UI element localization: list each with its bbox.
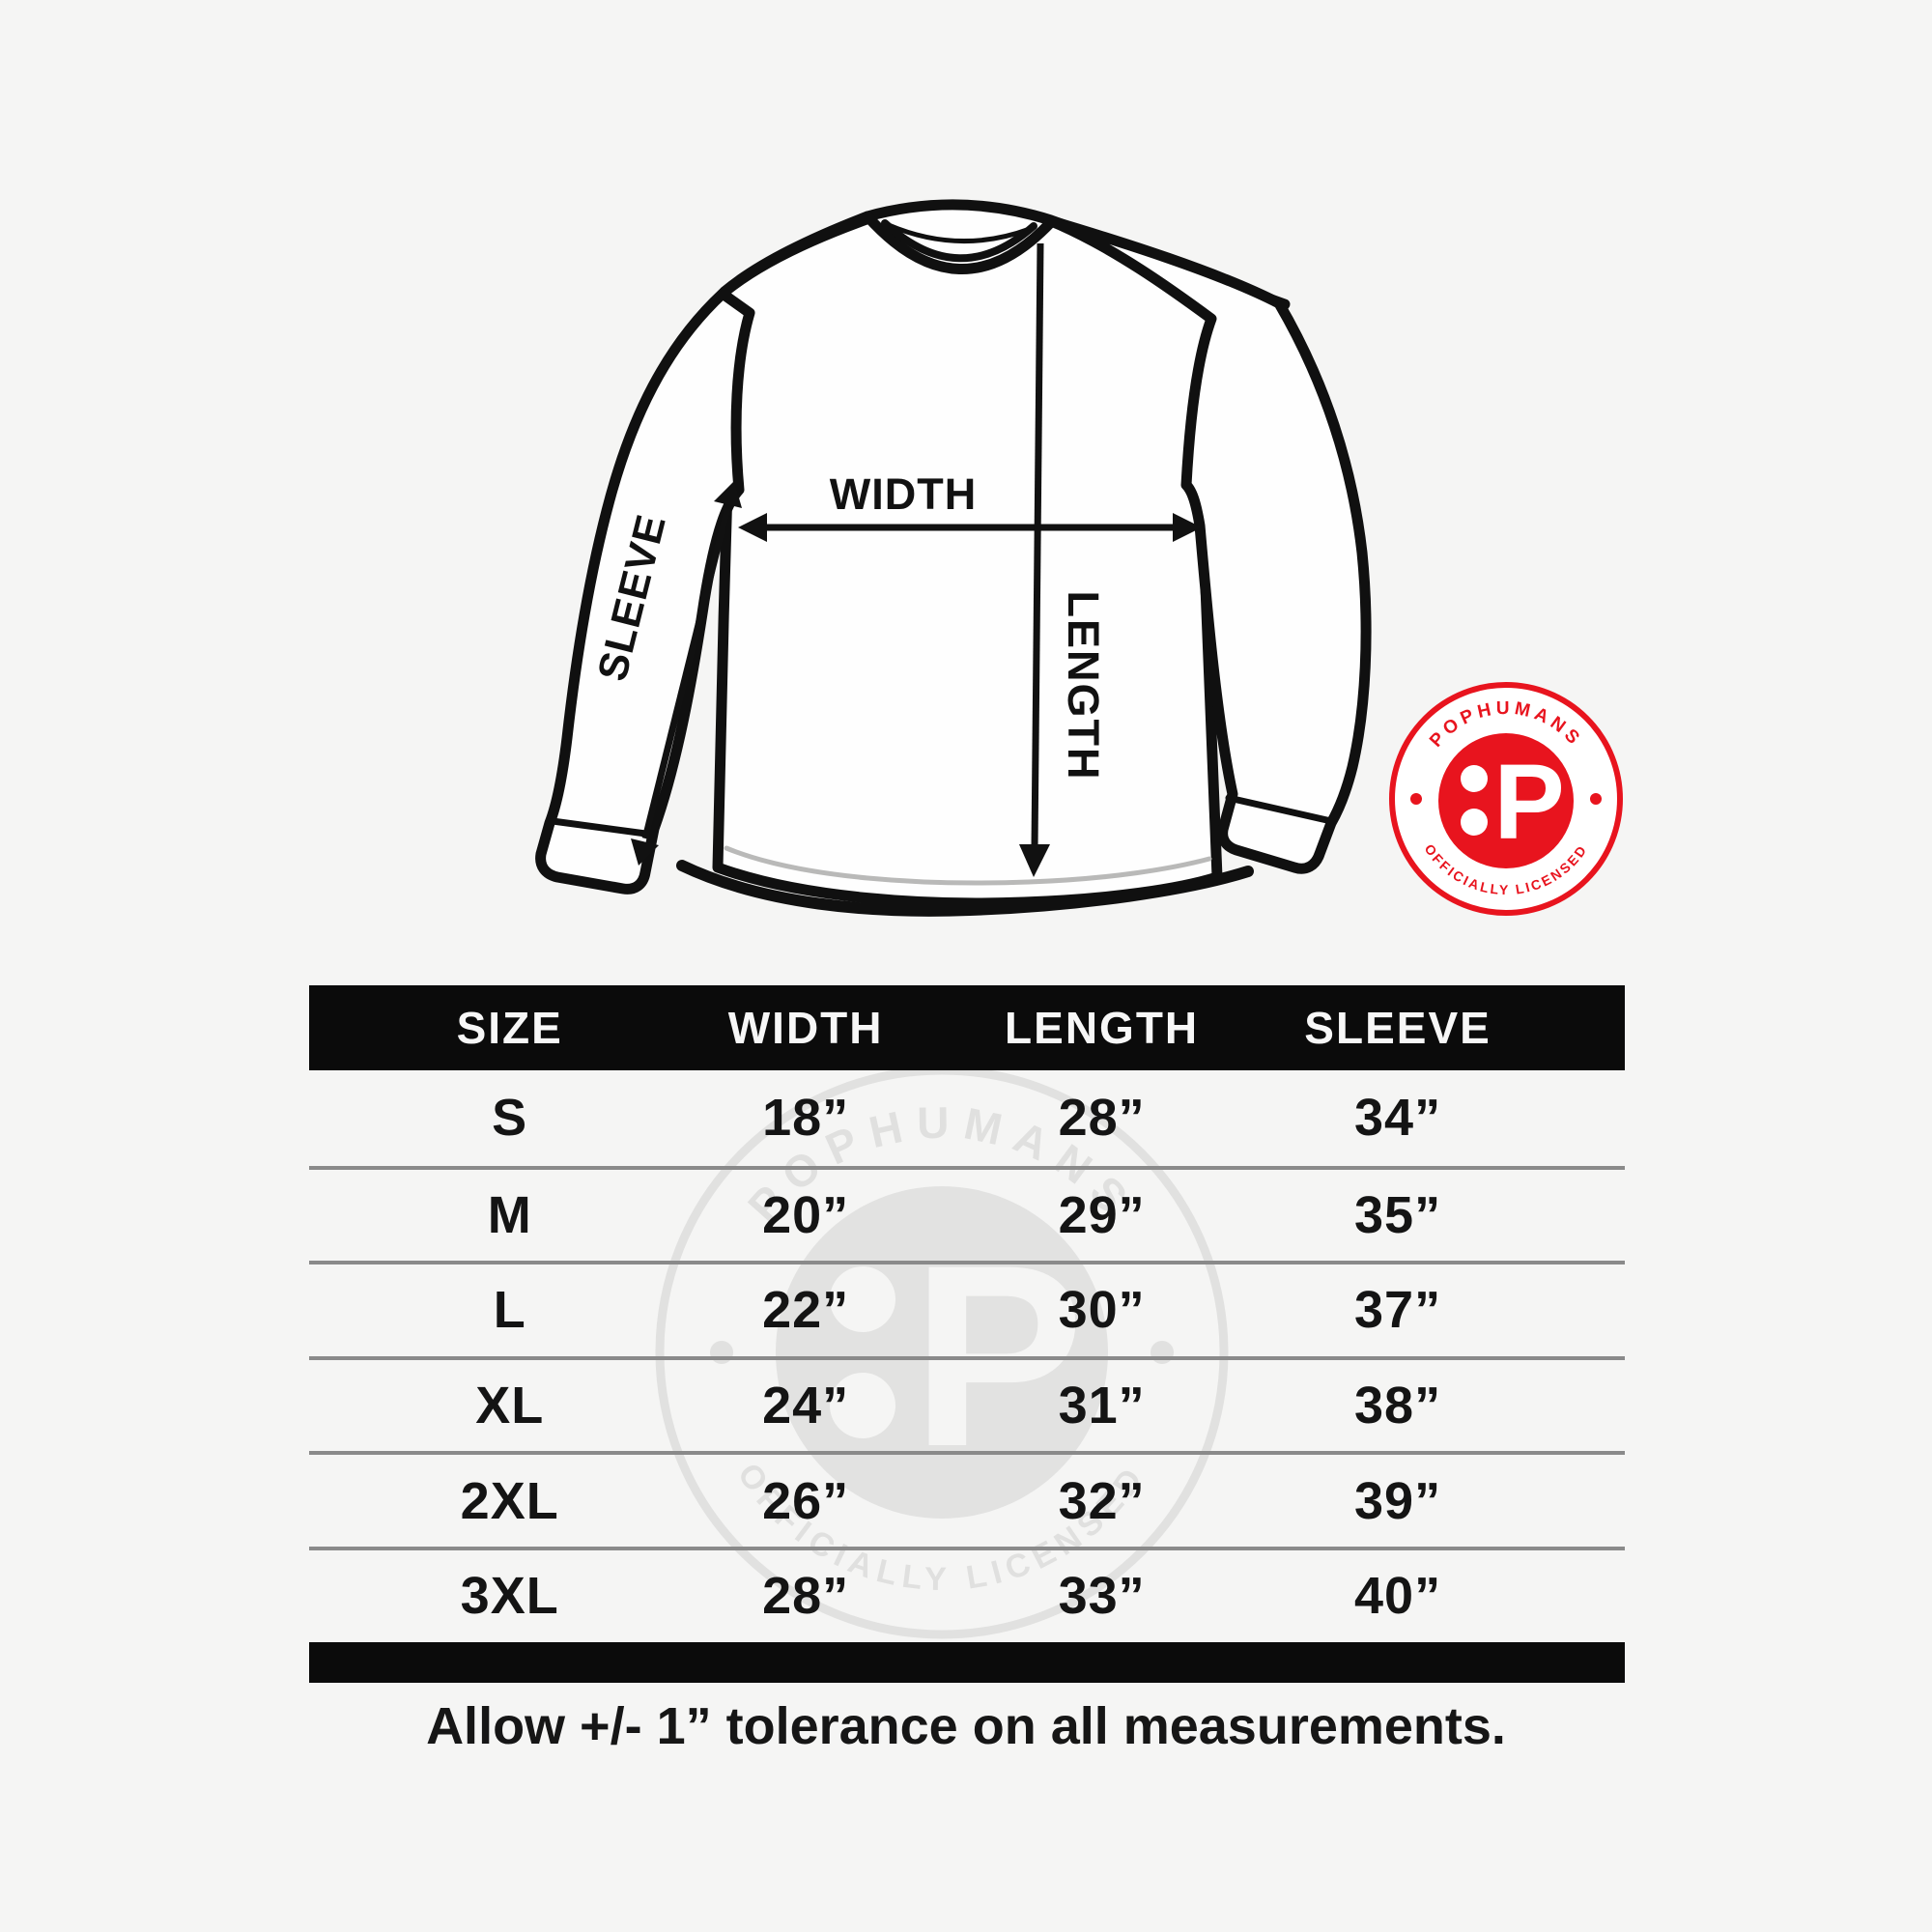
cell-length: 32” [1058, 1471, 1146, 1530]
shirt-illustration [535, 199, 1372, 917]
shirt-right-sleeve [1043, 214, 1372, 874]
watermark-colon-dot-top [830, 1266, 895, 1332]
cell-length: 30” [1058, 1281, 1146, 1340]
shirt-collar-outer [862, 211, 1057, 274]
cell-sleeve: 39” [1354, 1471, 1442, 1530]
shirt-hem-inner-line [724, 845, 1212, 886]
size-row: XL 24” 31” 38” [309, 1355, 1625, 1452]
cell-width: 24” [762, 1377, 850, 1435]
shirt-collar-inner [881, 219, 1037, 263]
shirt-collar-back [886, 222, 1033, 244]
watermark-outer-ring [655, 1065, 1229, 1639]
measurement-arrows [631, 242, 1202, 877]
cell-length: 31” [1058, 1377, 1146, 1435]
cell-width: 20” [762, 1185, 850, 1244]
cell-sleeve: 34” [1354, 1089, 1442, 1148]
size-table-header: SIZE WIDTH LENGTH SLEEVE [309, 985, 1625, 1070]
watermark-colon-dot-bottom [830, 1373, 895, 1438]
cell-width: 28” [762, 1567, 850, 1626]
cell-size: L [493, 1281, 526, 1340]
badge-monogram: P [1493, 743, 1564, 862]
badge-colon-dot-bottom [1461, 809, 1488, 836]
size-table-rows: S 18” 28” 34” M 20” 29” 35” L 22” 30” 37” XL 24” 31” 38… [309, 1070, 1625, 1642]
size-row: M 20” 29” 35” [309, 1165, 1625, 1262]
size-table-bottom-bar [309, 1641, 1625, 1683]
shirt-right-cuff-seam [1225, 794, 1335, 825]
cell-width: 26” [762, 1471, 850, 1530]
width-label: WIDTH [830, 469, 977, 519]
cell-sleeve: 38” [1354, 1377, 1442, 1435]
cell-length: 28” [1058, 1089, 1146, 1148]
cell-width: 22” [762, 1281, 850, 1340]
size-row: 2XL 26” 32” 39” [309, 1451, 1625, 1547]
cell-size: 2XL [460, 1471, 559, 1530]
cell-length: 33” [1058, 1567, 1146, 1626]
shirt-left-cuff-seam [549, 817, 657, 838]
cell-sleeve: 40” [1354, 1567, 1442, 1626]
length-arrow [1019, 242, 1050, 877]
badge-right-dot [1590, 793, 1602, 805]
size-row: L 22” 30” 37” [309, 1261, 1625, 1356]
header-sleeve: SLEEVE [1304, 1003, 1492, 1053]
badge-left-dot [1410, 793, 1422, 805]
size-table: SIZE WIDTH LENGTH SLEEVE S 18” 28” 34” M 20” 2… [309, 985, 1625, 1683]
header-size: SIZE [456, 1003, 563, 1053]
cell-sleeve: 37” [1354, 1281, 1442, 1340]
cell-size: M [487, 1185, 532, 1244]
cell-length: 29” [1058, 1185, 1146, 1244]
header-length: LENGTH [1005, 1003, 1200, 1053]
size-row: S 18” 28” 34” [309, 1070, 1625, 1166]
badge-colon-dot-top [1461, 765, 1488, 792]
cell-sleeve: 35” [1354, 1185, 1442, 1244]
shirt-hem-fold [676, 860, 1254, 917]
cell-size: XL [475, 1377, 545, 1435]
cell-width: 18” [762, 1089, 850, 1148]
sleeve-arrow [631, 481, 742, 866]
width-arrow [738, 513, 1202, 542]
cell-size: 3XL [460, 1567, 559, 1626]
header-width: WIDTH [727, 1003, 884, 1053]
tolerance-note: Allow +/- 1” tolerance on all measuremen… [426, 1697, 1506, 1755]
shirt-left-sleeve [535, 213, 875, 895]
size-row: 3XL 28” 33” 40” [309, 1546, 1625, 1642]
licensed-badge: POPHUMANS OFFICIALLY LICENSED P [1389, 682, 1623, 916]
cell-size: S [492, 1089, 528, 1148]
length-label: LENGTH [1059, 591, 1108, 781]
